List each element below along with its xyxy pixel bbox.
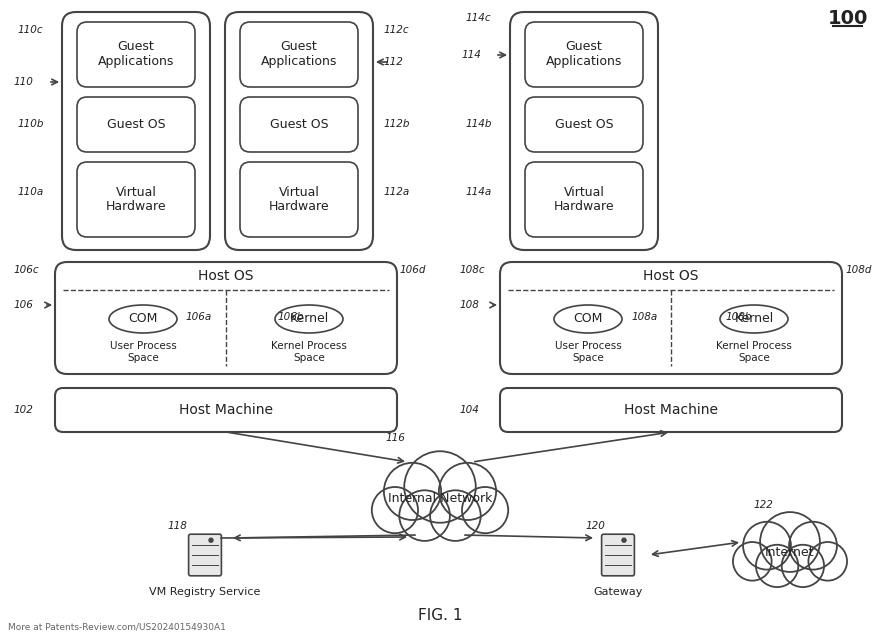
Text: More at Patents-Review.com/US20240154930A1: More at Patents-Review.com/US20240154930… [8, 623, 226, 631]
FancyBboxPatch shape [77, 162, 195, 237]
Text: Guest
Applications: Guest Applications [260, 41, 337, 68]
Text: Guest
Applications: Guest Applications [546, 41, 622, 68]
Text: 114c: 114c [466, 13, 492, 23]
Text: 104: 104 [460, 405, 480, 415]
Ellipse shape [720, 305, 788, 333]
FancyBboxPatch shape [602, 534, 634, 576]
Circle shape [760, 512, 820, 572]
Text: 110a: 110a [18, 187, 44, 197]
Text: 108c: 108c [460, 265, 486, 275]
Circle shape [371, 487, 418, 533]
Text: 110b: 110b [18, 119, 45, 129]
Text: 108d: 108d [845, 265, 871, 275]
Circle shape [733, 542, 772, 581]
FancyBboxPatch shape [77, 22, 195, 87]
Text: Virtual
Hardware: Virtual Hardware [268, 186, 329, 214]
Text: 108: 108 [460, 300, 480, 310]
FancyBboxPatch shape [55, 388, 397, 432]
Text: Guest OS: Guest OS [269, 118, 328, 131]
FancyBboxPatch shape [500, 388, 842, 432]
Circle shape [400, 490, 450, 541]
Text: Host Machine: Host Machine [624, 403, 718, 417]
Text: COM: COM [573, 313, 603, 325]
FancyBboxPatch shape [240, 22, 358, 87]
Text: Internet: Internet [766, 545, 815, 559]
Text: 116: 116 [385, 433, 405, 443]
Text: 114: 114 [462, 50, 482, 60]
Circle shape [462, 487, 509, 533]
Text: User Process
Space: User Process Space [554, 341, 621, 363]
Text: 112b: 112b [383, 119, 409, 129]
Ellipse shape [275, 305, 343, 333]
Text: 108a: 108a [632, 312, 658, 322]
Text: 112: 112 [383, 57, 403, 67]
Circle shape [756, 545, 798, 587]
Text: Guest OS: Guest OS [106, 118, 165, 131]
Ellipse shape [554, 305, 622, 333]
Text: 100: 100 [828, 8, 869, 27]
FancyBboxPatch shape [225, 12, 373, 250]
Circle shape [622, 538, 626, 542]
Text: 110: 110 [14, 77, 33, 87]
Circle shape [789, 522, 837, 569]
Text: Host Machine: Host Machine [179, 403, 273, 417]
Text: Kernel Process
Space: Kernel Process Space [716, 341, 792, 363]
Circle shape [439, 463, 496, 520]
Text: COM: COM [128, 313, 158, 325]
FancyBboxPatch shape [525, 162, 643, 237]
Text: Guest OS: Guest OS [554, 118, 613, 131]
Text: 106c: 106c [14, 265, 40, 275]
Text: Gateway: Gateway [593, 587, 642, 597]
Text: 110c: 110c [18, 25, 44, 35]
Text: Virtual
Hardware: Virtual Hardware [554, 186, 614, 214]
Text: 108b: 108b [725, 312, 752, 322]
Text: 122: 122 [753, 500, 773, 510]
Text: 106a: 106a [185, 312, 211, 322]
Text: 114a: 114a [466, 187, 492, 197]
Text: Kernel Process
Space: Kernel Process Space [271, 341, 347, 363]
FancyBboxPatch shape [62, 12, 210, 250]
FancyBboxPatch shape [525, 22, 643, 87]
FancyBboxPatch shape [240, 162, 358, 237]
Text: 106: 106 [14, 300, 33, 310]
Circle shape [743, 522, 791, 569]
Text: FIG. 1: FIG. 1 [418, 607, 462, 623]
Text: Virtual
Hardware: Virtual Hardware [106, 186, 166, 214]
Circle shape [384, 463, 441, 520]
FancyBboxPatch shape [525, 97, 643, 152]
Text: 118: 118 [168, 521, 187, 531]
FancyBboxPatch shape [240, 97, 358, 152]
Circle shape [430, 490, 480, 541]
Text: 106b: 106b [278, 312, 304, 322]
Text: 120: 120 [585, 521, 605, 531]
Text: Guest
Applications: Guest Applications [98, 41, 174, 68]
FancyBboxPatch shape [510, 12, 658, 250]
Circle shape [209, 538, 213, 542]
Text: Kernel: Kernel [735, 313, 774, 325]
Text: Internal Network: Internal Network [388, 493, 492, 505]
Text: 102: 102 [14, 405, 33, 415]
Circle shape [404, 451, 476, 523]
Text: Kernel: Kernel [290, 313, 328, 325]
Text: User Process
Space: User Process Space [110, 341, 176, 363]
FancyBboxPatch shape [500, 262, 842, 374]
Circle shape [809, 542, 847, 581]
FancyBboxPatch shape [188, 534, 222, 576]
FancyBboxPatch shape [77, 97, 195, 152]
Text: 112a: 112a [383, 187, 409, 197]
Text: 106d: 106d [400, 265, 427, 275]
Ellipse shape [109, 305, 177, 333]
Text: 112c: 112c [383, 25, 408, 35]
Text: Host OS: Host OS [198, 269, 253, 283]
Text: VM Registry Service: VM Registry Service [150, 587, 260, 597]
Text: Host OS: Host OS [643, 269, 699, 283]
Text: 114b: 114b [466, 119, 493, 129]
FancyBboxPatch shape [55, 262, 397, 374]
Circle shape [781, 545, 824, 587]
